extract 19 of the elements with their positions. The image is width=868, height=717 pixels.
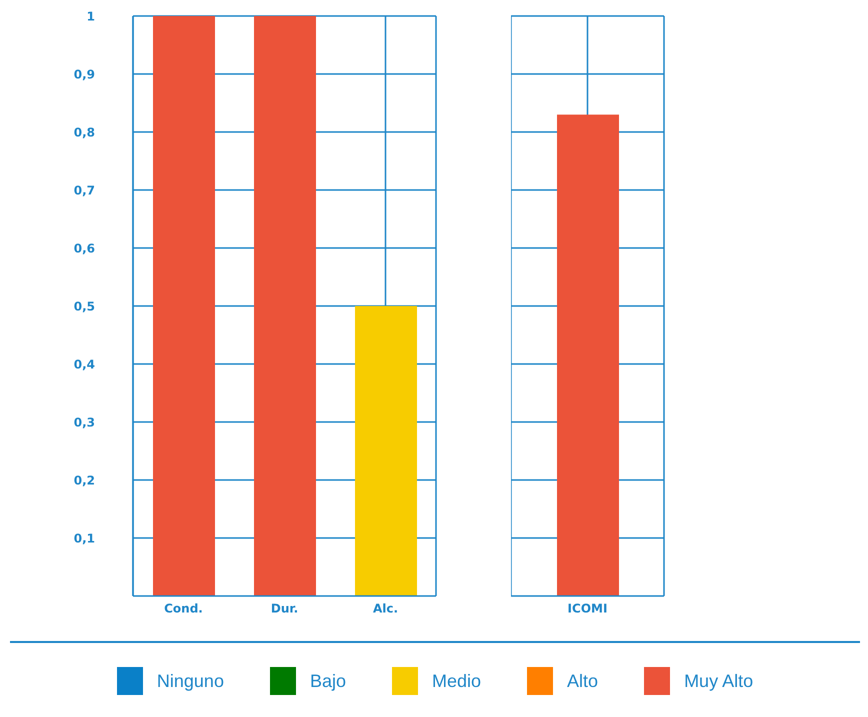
legend-label: Bajo [310, 670, 346, 692]
legend-label: Alto [567, 670, 598, 692]
y-tick-label: 1 [86, 9, 95, 24]
y-tick-label: 0,3 [74, 415, 95, 430]
x-tick-label: Cond. [164, 602, 203, 616]
y-tick-label: 0,4 [74, 357, 95, 372]
legend-label: Muy Alto [684, 670, 754, 692]
y-tick-label: 0,9 [74, 67, 95, 82]
y-tick-label: 0,6 [74, 241, 95, 256]
x-tick-label: Alc. [372, 602, 398, 616]
y-tick-label: 0,1 [74, 531, 95, 546]
x-tick-label: Dur. [270, 602, 298, 616]
y-tick-label: 0,7 [74, 183, 95, 198]
y-tick-label: 0,2 [74, 473, 95, 488]
legend-label: Medio [432, 670, 482, 692]
y-tick-label: 0,5 [74, 299, 95, 314]
y-tick-label: 0,8 [74, 125, 95, 140]
legend-label: Ninguno [156, 670, 224, 692]
x-tick-label: ICOMI [568, 602, 608, 616]
